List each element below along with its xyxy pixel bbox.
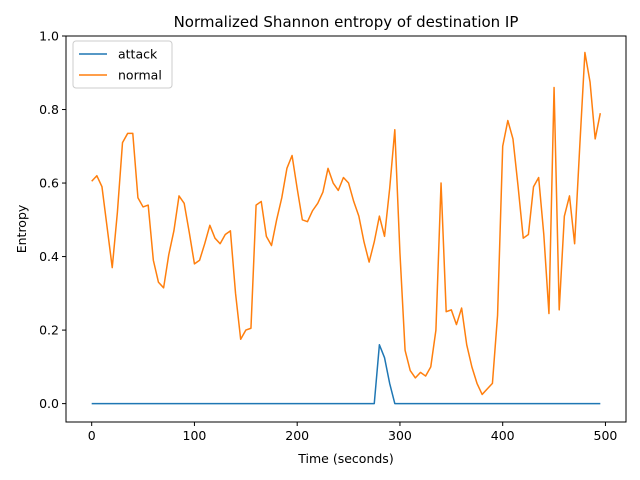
x-tick-label: 400: [491, 428, 515, 443]
y-tick-label: 0.4: [39, 249, 59, 264]
legend-label-attack: attack: [118, 47, 158, 62]
x-tick-label: 300: [388, 428, 412, 443]
legend-box: [72, 40, 173, 89]
y-tick-label: 0.8: [39, 102, 59, 117]
x-tick-label: 0: [88, 428, 96, 443]
y-tick-label: 0.0: [39, 396, 59, 411]
x-axis-label: Time (seconds): [297, 451, 393, 466]
y-tick-label: 0.2: [39, 323, 59, 338]
y-tick-label: 0.6: [39, 176, 59, 191]
x-tick-label: 500: [594, 428, 618, 443]
series-line-normal: [91, 51, 602, 396]
legend: attack normal: [72, 40, 173, 89]
x-axis: 0 100 200 300 400 500: [88, 422, 618, 443]
plot-frame: [65, 35, 627, 423]
series-line-attack: [91, 344, 601, 405]
x-tick-label: 100: [183, 428, 207, 443]
y-axis: 0.0 0.2 0.4 0.6 0.8 1.0: [39, 29, 66, 411]
y-axis-label: Entropy: [14, 204, 29, 253]
x-tick-label: 200: [285, 428, 309, 443]
chart-title: Normalized Shannon entropy of destinatio…: [174, 13, 519, 31]
legend-label-normal: normal: [118, 68, 162, 83]
series-layer: [91, 51, 602, 405]
y-tick-label: 1.0: [39, 29, 59, 44]
